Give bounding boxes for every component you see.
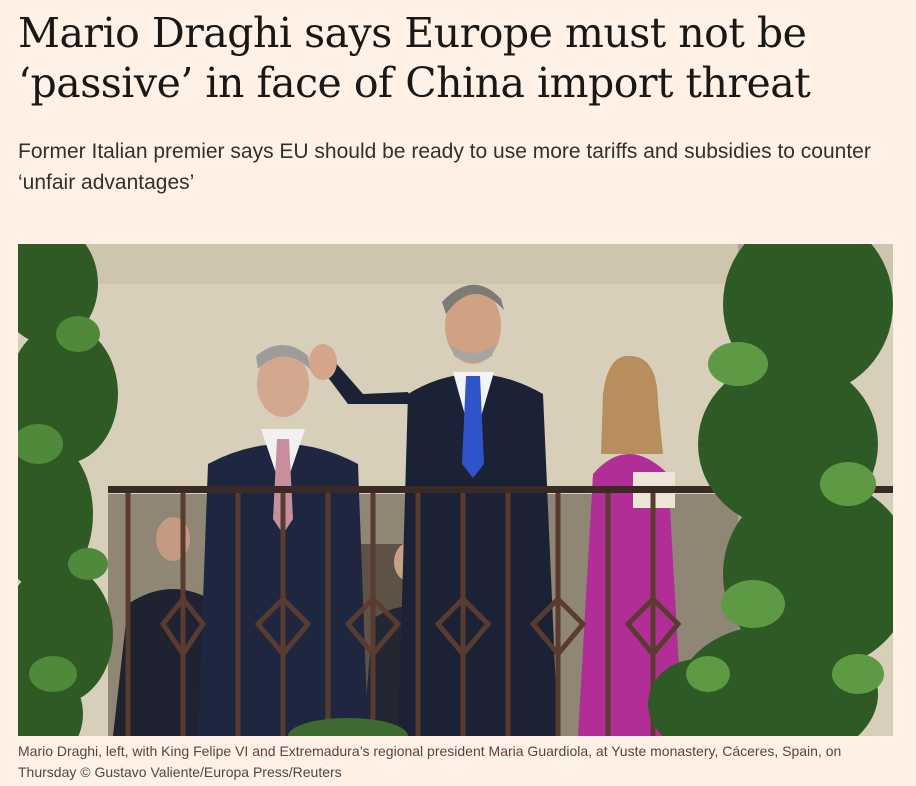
- photo-caption: Mario Draghi, left, with King Felipe VI …: [18, 741, 903, 783]
- article-photo: [18, 244, 893, 736]
- article-standfirst: Former Italian premier says EU should be…: [18, 140, 871, 194]
- article-headline: Mario Draghi says Europe must not be ‘pa…: [18, 9, 811, 107]
- caption-text: Mario Draghi, left, with King Felipe VI …: [18, 743, 842, 780]
- photo-credit: © Gustavo Valiente/Europa Press/Reuters: [80, 764, 342, 780]
